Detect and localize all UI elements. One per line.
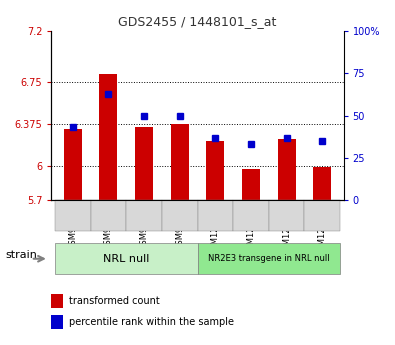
FancyBboxPatch shape — [55, 243, 198, 274]
Bar — [51, 294, 63, 308]
Text: transformed count: transformed count — [69, 296, 160, 306]
FancyBboxPatch shape — [198, 243, 340, 274]
Bar — [135, 127, 153, 200]
Bar — [51, 315, 63, 329]
FancyBboxPatch shape — [198, 200, 233, 230]
Bar — [171, 124, 188, 200]
Bar — [64, 129, 82, 200]
Text: strain: strain — [5, 250, 37, 260]
FancyBboxPatch shape — [90, 200, 126, 230]
Bar — [207, 141, 224, 200]
FancyBboxPatch shape — [126, 200, 162, 230]
FancyBboxPatch shape — [305, 200, 340, 230]
FancyBboxPatch shape — [233, 200, 269, 230]
Text: NR2E3 transgene in NRL null: NR2E3 transgene in NRL null — [208, 254, 329, 263]
Bar — [242, 169, 260, 200]
Text: NRL null: NRL null — [103, 254, 149, 264]
Title: GDS2455 / 1448101_s_at: GDS2455 / 1448101_s_at — [118, 16, 276, 29]
FancyBboxPatch shape — [269, 200, 305, 230]
Bar — [100, 74, 117, 200]
Text: percentile rank within the sample: percentile rank within the sample — [69, 317, 234, 327]
FancyBboxPatch shape — [162, 200, 198, 230]
FancyBboxPatch shape — [55, 200, 90, 230]
Bar — [313, 167, 331, 200]
Bar — [278, 139, 295, 200]
